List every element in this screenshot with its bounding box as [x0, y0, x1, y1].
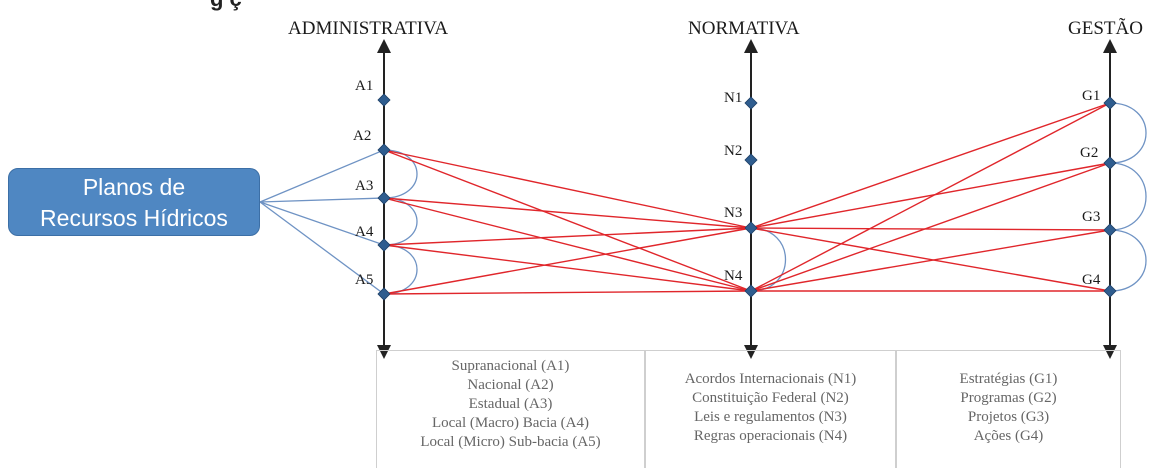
node-n1: [744, 96, 758, 110]
arc-g1-g2: [1109, 102, 1147, 164]
arc-a4-a5: [383, 244, 418, 295]
node-label-n2: N2: [724, 143, 743, 159]
node-a5: [377, 287, 391, 301]
node-label-n3: N3: [724, 205, 743, 221]
node-a2: [377, 143, 391, 157]
link-n3-g1: [750, 102, 1111, 229]
legend-norm-item: Regras operacionais (N4): [693, 428, 848, 444]
node-label-a2: A2: [353, 128, 372, 144]
red-links: [383, 102, 1111, 295]
legend-admin-item: Nacional (A2): [467, 377, 554, 393]
legend-gestao: Estratégias (G1) Programas (G2) Projetos…: [896, 350, 1121, 468]
node-label-g3: G3: [1082, 209, 1101, 225]
arc-g3-g4: [1109, 229, 1147, 292]
node-label-n4: N4: [724, 268, 743, 284]
node-label-a4: A4: [355, 224, 374, 240]
legend-norm-item: Constituição Federal (N2): [692, 390, 849, 406]
arc-g2-g3: [1109, 162, 1147, 231]
header-normativa: NORMATIVA: [688, 18, 800, 39]
legend-admin-item: Local (Macro) Bacia (A4): [431, 415, 589, 431]
node-n3: [744, 221, 758, 235]
link-n3-g3: [750, 227, 1111, 231]
legend-norm-item: Leis e regulamentos (N3): [694, 409, 847, 425]
legend-gest-item: Ações (G4): [973, 428, 1044, 444]
cropped-title: g ç: [210, 0, 242, 12]
link-n3-g4: [750, 227, 1111, 292]
link-a3-n3: [383, 197, 752, 229]
node-label-a1: A1: [355, 78, 374, 94]
link-a5-n3: [383, 227, 752, 295]
legend-gest-item: Projetos (G3): [967, 409, 1050, 425]
node-a1: [377, 93, 391, 107]
legend-admin-item: Local (Micro) Sub-bacia (A5): [420, 434, 601, 450]
node-label-a3: A3: [355, 178, 374, 194]
node-a4: [377, 238, 391, 252]
box-link-a4: [259, 201, 385, 246]
link-a2-n3: [383, 149, 752, 229]
legend-admin-item: Supranacional (A1): [451, 358, 570, 374]
node-label-g4: G4: [1082, 272, 1101, 288]
link-a4-n4: [383, 244, 752, 292]
box-link-a5: [259, 201, 385, 295]
link-a5-n4: [383, 290, 752, 295]
node-g4: [1103, 284, 1117, 298]
node-label-n1: N1: [724, 90, 743, 106]
link-n4-g1: [750, 102, 1111, 292]
link-a3-n4: [383, 197, 752, 292]
node-a3: [377, 191, 391, 205]
legend-norm-item: Acordos Internacionais (N1): [684, 371, 857, 387]
node-markers: [377, 93, 1117, 301]
link-a4-n3: [383, 227, 752, 246]
legend-normativa: Acordos Internacionais (N1) Constituição…: [645, 350, 896, 468]
link-n4-g3: [750, 229, 1111, 292]
header-gestao: GESTÃO: [1068, 18, 1143, 39]
planos-box-line2: Recursos Hídricos: [40, 205, 228, 231]
node-n2: [744, 153, 758, 167]
box-link-a2: [259, 149, 385, 203]
node-label-g1: G1: [1082, 88, 1101, 104]
node-g1: [1103, 96, 1117, 110]
arc-a2-a3: [383, 149, 418, 199]
planos-box-line1: Planos de: [82, 174, 186, 200]
legend-administrativa: Supranacional (A1) Nacional (A2) Estadua…: [376, 350, 645, 468]
link-n3-g2: [750, 162, 1111, 229]
node-n4: [744, 284, 758, 298]
arc-a3-a4: [383, 197, 418, 246]
link-n4-g2: [750, 162, 1111, 292]
legend-admin-item: Estadual (A3): [468, 396, 553, 412]
planos-box: Planos de Recursos Hídricos: [8, 168, 260, 236]
box-link-a3: [259, 197, 385, 203]
legend-gest-item: Programas (G2): [960, 390, 1057, 406]
link-a2-n4: [383, 149, 752, 292]
node-label-a5: A5: [355, 272, 374, 288]
node-g3: [1103, 223, 1117, 237]
header-administrativa: ADMINISTRATIVA: [288, 18, 449, 39]
node-label-g2: G2: [1080, 145, 1099, 161]
legend-gest-item: Estratégias (G1): [959, 371, 1058, 387]
node-g2: [1103, 156, 1117, 170]
